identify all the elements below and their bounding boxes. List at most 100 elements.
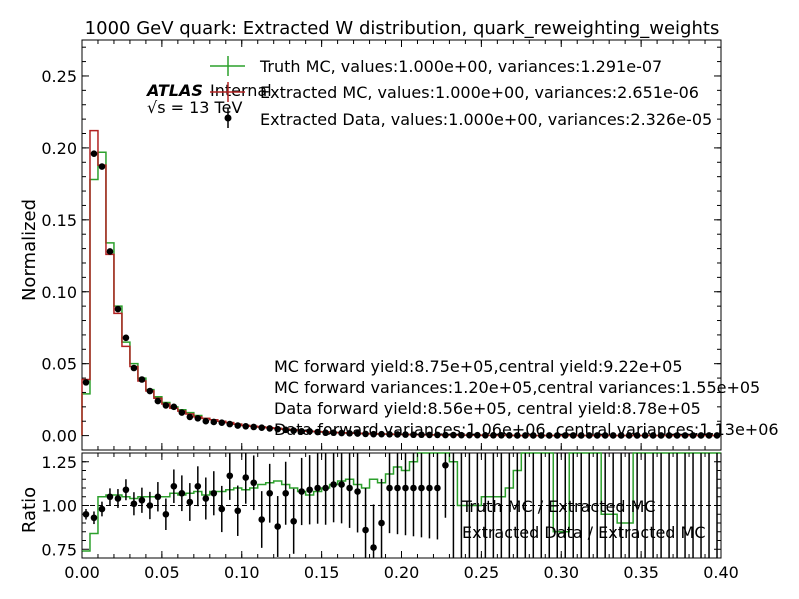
data-point	[402, 431, 409, 438]
data-point	[522, 432, 529, 439]
ratio-data-point	[290, 517, 297, 525]
ratio-data-point	[234, 507, 242, 515]
x-tick-label: 0.00	[64, 563, 100, 582]
data-point	[585, 432, 593, 439]
data-point	[370, 430, 377, 438]
annotation-mc-yield: MC forward yield:8.75e+05,central yield:…	[274, 357, 683, 376]
ratio-data-point	[250, 479, 258, 487]
y-tick-label-main: 0.20	[41, 139, 77, 158]
legend-marker-extracted-mc	[210, 82, 245, 102]
ratio-data-point	[98, 505, 106, 513]
legend: Truth MC, values:1.000e+00, variances:1.…	[210, 56, 712, 129]
data-point	[274, 425, 281, 433]
x-tick-label: 0.40	[703, 563, 739, 582]
ratio-data-point	[170, 482, 178, 490]
y-tick-label-main: 0.05	[41, 355, 77, 374]
internal-label: Internal	[210, 81, 272, 100]
data-point	[450, 431, 457, 439]
ratio-data-point	[218, 505, 226, 513]
chart-title: 1000 GeV quark: Extracted W distribution…	[85, 18, 720, 39]
ratio-data-point	[442, 461, 449, 469]
x-tick-label: 0.10	[224, 563, 260, 582]
data-point	[234, 422, 242, 429]
data-point	[146, 387, 154, 395]
ratio-data-point	[178, 489, 186, 497]
ratio-data-point	[346, 484, 353, 492]
legend-label-truth-mc: Truth MC, values:1.000e+00, variances:1.…	[259, 57, 662, 76]
ratio-data-point	[298, 488, 305, 495]
main-plot-area	[81, 129, 721, 439]
x-tick-label: 0.15	[304, 563, 340, 582]
ratio-data-point	[402, 484, 409, 492]
ratio-data-point	[210, 489, 218, 497]
data-point	[170, 403, 178, 411]
data-point	[617, 432, 625, 439]
ratio-data-point	[130, 500, 138, 508]
ratio-data-point	[418, 484, 425, 492]
data-point	[561, 432, 569, 439]
data-point	[697, 432, 705, 439]
ratio-data-point	[146, 502, 154, 509]
data-point	[346, 430, 353, 437]
data-point	[98, 163, 106, 170]
data-point	[314, 428, 321, 436]
ratio-data-point	[410, 484, 417, 492]
y-tick-label-ratio: 1.25	[41, 453, 77, 472]
data-point	[186, 413, 194, 421]
data-point	[426, 431, 433, 439]
data-point	[114, 305, 122, 313]
x-tick-label: 0.25	[464, 563, 500, 582]
ratio-data-point	[202, 495, 210, 502]
data-point	[258, 424, 266, 432]
data-point	[138, 376, 146, 383]
data-point	[498, 432, 505, 439]
ratio-data-point	[370, 544, 377, 551]
ratio-data-point	[394, 484, 401, 492]
data-point	[154, 397, 162, 405]
data-point	[354, 430, 361, 437]
data-point	[434, 431, 441, 439]
axis-ticks: 0.00 0.05 0.10 0.15 0.20 0.25 0.30 0.35 0.40 0.00…	[41, 40, 739, 582]
data-point	[106, 248, 114, 255]
ratio-data-point	[194, 482, 202, 490]
data-point	[250, 423, 258, 431]
data-point	[218, 419, 226, 426]
y-tick-label-main: 0.25	[41, 67, 77, 86]
x-tick-label: 0.30	[543, 563, 579, 582]
data-point	[601, 432, 609, 439]
data-point	[625, 432, 633, 439]
data-point	[649, 432, 657, 439]
ratio-data-point	[330, 481, 337, 488]
data-point	[490, 432, 497, 439]
annotation-data-variances: Data forward variances:1.06e+06, central…	[274, 420, 779, 439]
ratio-data-point	[138, 496, 146, 504]
legend-label-extracted-mc: Extracted MC, values:1.000e+00, variance…	[260, 83, 699, 102]
y-tick-label-main: 0.00	[41, 427, 77, 446]
data-point	[442, 431, 449, 439]
ratio-data-point	[162, 510, 170, 518]
ratio-legend-truth: Truth MC / Extracted MC	[461, 497, 656, 516]
data-point	[394, 431, 401, 438]
data-point	[705, 432, 713, 439]
ratio-data-point	[322, 484, 329, 492]
atlas-label: ATLAS	[145, 81, 203, 100]
ratio-data-point	[114, 495, 122, 502]
data-point	[553, 432, 561, 439]
ratio-line-truth	[82, 452, 721, 552]
ratio-data-point	[362, 526, 369, 534]
annotation-mc-variances: MC forward variances:1.20e+05,central va…	[274, 378, 760, 397]
data-point	[681, 432, 689, 439]
data-point	[298, 427, 305, 435]
ratio-legend-data: Extracted Data / Extracted MC	[462, 523, 706, 542]
yield-annotations: MC forward yield:8.75e+05,central yield:…	[274, 357, 779, 439]
data-point	[482, 432, 489, 439]
ratio-plot-area	[82, 452, 721, 558]
data-point	[386, 431, 393, 438]
data-point	[378, 430, 385, 438]
x-tick-label: 0.05	[144, 563, 180, 582]
data-point	[242, 422, 250, 430]
data-point	[609, 432, 617, 439]
data-point	[577, 432, 585, 439]
data-point	[689, 432, 697, 439]
ratio-data-point	[226, 472, 234, 480]
